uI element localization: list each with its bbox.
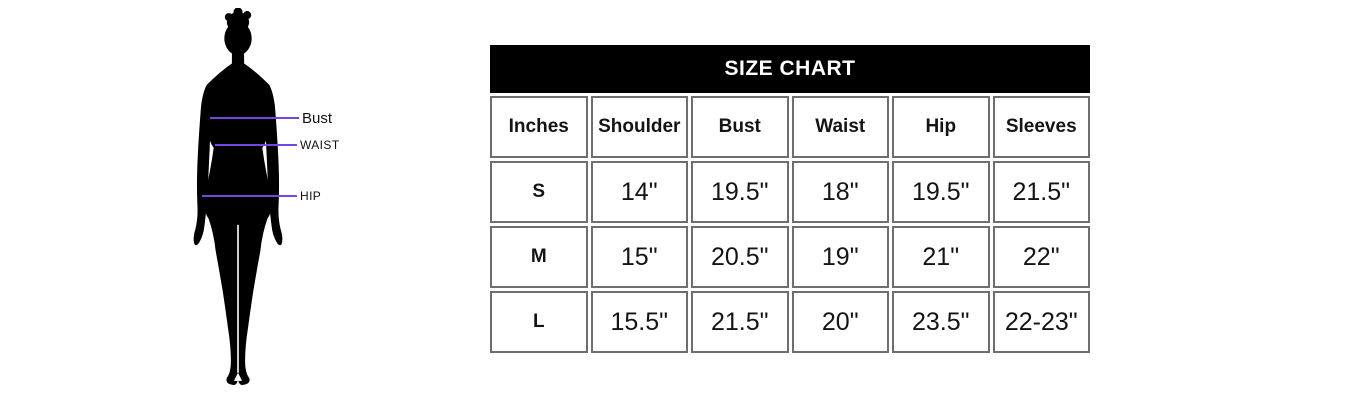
bust-measure-line — [210, 117, 299, 119]
cell-s-waist: 18" — [791, 161, 889, 223]
column-header-shoulder: Shoulder — [590, 96, 688, 158]
cell-s-bust: 19.5" — [691, 161, 789, 223]
table-row-l: L 15.5" 21.5" 20" 23.5" 22-23" — [490, 291, 1090, 353]
table-row-m: M 15" 20.5" 19" 21" 22" — [490, 226, 1090, 288]
size-label-l: L — [490, 291, 588, 353]
hip-label: HIP — [300, 189, 322, 203]
waist-measure: WAIST — [215, 137, 340, 153]
bust-measure: Bust — [210, 109, 333, 127]
cell-l-shoulder: 15.5" — [590, 291, 688, 353]
cell-m-hip: 21" — [892, 226, 990, 288]
hip-measure: HIP — [202, 188, 321, 204]
female-silhouette — [193, 8, 283, 386]
cell-s-shoulder: 14" — [590, 161, 688, 223]
cell-l-bust: 21.5" — [691, 291, 789, 353]
cell-l-waist: 20" — [791, 291, 889, 353]
size-label-s: S — [490, 161, 588, 223]
column-header-row: Inches Shoulder Bust Waist Hip Sleeves — [490, 96, 1090, 158]
waist-label: WAIST — [300, 138, 340, 152]
table-row-s: S 14" 19.5" 18" 19.5" 21.5" — [490, 161, 1090, 223]
cell-s-hip: 19.5" — [892, 161, 990, 223]
cell-m-shoulder: 15" — [590, 226, 688, 288]
size-chart-title: SIZE CHART — [490, 45, 1090, 93]
column-header-inches: Inches — [490, 96, 588, 158]
cell-m-sleeves: 22" — [992, 226, 1090, 288]
column-header-bust: Bust — [691, 96, 789, 158]
size-chart-title-row: SIZE CHART — [490, 45, 1090, 93]
cell-l-sleeves: 22-23" — [992, 291, 1090, 353]
size-label-m: M — [490, 226, 588, 288]
body-measurement-diagram: Bust WAIST HIP — [160, 0, 460, 400]
hip-measure-line — [202, 195, 297, 197]
waist-measure-line — [215, 144, 297, 146]
cell-m-waist: 19" — [791, 226, 889, 288]
column-header-hip: Hip — [892, 96, 990, 158]
column-header-sleeves: Sleeves — [992, 96, 1090, 158]
size-chart-table: SIZE CHART Inches Shoulder Bust Waist Hi… — [487, 42, 1093, 356]
cell-s-sleeves: 21.5" — [992, 161, 1090, 223]
bust-label: Bust — [302, 109, 333, 127]
column-header-waist: Waist — [791, 96, 889, 158]
cell-m-bust: 20.5" — [691, 226, 789, 288]
cell-l-hip: 23.5" — [892, 291, 990, 353]
